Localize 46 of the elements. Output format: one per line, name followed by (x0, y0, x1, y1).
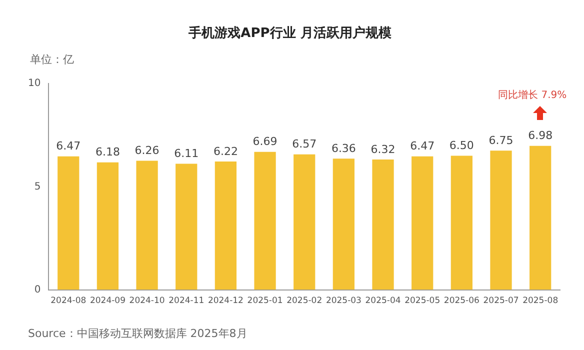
text: 单位：亿 (30, 52, 74, 66)
bar (96, 162, 119, 290)
source-note: Source：中国移动互联网数据库 2025年8月 (28, 326, 248, 340)
data-label: 6.18 (95, 146, 120, 159)
x-tick-label: 2025-03 (326, 296, 362, 306)
annotation: 同比增长 7.9% (498, 89, 567, 102)
x-tick-label: 2025-05 (404, 296, 440, 306)
x-tick-label: 2025-07 (483, 296, 519, 306)
data-label: 6.98 (528, 129, 553, 142)
x-tick-label: 2024-12 (208, 296, 244, 306)
data-label: 6.69 (252, 135, 278, 148)
bar (176, 164, 198, 290)
data-label: 6.75 (488, 134, 514, 147)
bar (450, 156, 472, 290)
x-tick-label: 2024-11 (168, 296, 204, 306)
x-tick-label: 2024-09 (90, 296, 126, 306)
data-label: 6.47 (56, 140, 81, 153)
data-label: 6.26 (134, 144, 160, 158)
y-tick-label: 5 (34, 181, 41, 192)
bar (490, 150, 512, 290)
bar (214, 162, 237, 290)
bar (254, 152, 276, 290)
x-tick-label: 2025-01 (247, 296, 283, 306)
bar (530, 146, 552, 290)
x-tick-label: 2025-06 (444, 296, 480, 306)
x-tick-label: 2024-10 (129, 296, 165, 306)
y-tick-label: 0 (34, 284, 41, 296)
bar (58, 156, 80, 290)
x-tick-label: 2025-08 (522, 296, 558, 306)
chart-title: 手机游戏APP行业 月活跃用户规模 (188, 25, 392, 42)
x-tick-label: 2024-08 (50, 296, 86, 306)
data-label: 6.57 (292, 138, 317, 151)
bar (294, 154, 316, 290)
x-tick-label: 2025-02 (286, 296, 322, 306)
data-label: 6.50 (449, 139, 474, 152)
bar (332, 158, 355, 290)
data-label: 6.32 (370, 142, 396, 156)
bar (372, 159, 394, 290)
data-label: 6.36 (331, 142, 356, 156)
data-label: 6.11 (174, 147, 199, 160)
bar (412, 156, 434, 290)
data-label: 6.22 (213, 144, 238, 158)
data-label: 6.47 (410, 140, 435, 153)
bar (136, 160, 158, 290)
x-tick-label: 2025-04 (365, 296, 401, 306)
y-tick-label: 10 (28, 78, 41, 90)
